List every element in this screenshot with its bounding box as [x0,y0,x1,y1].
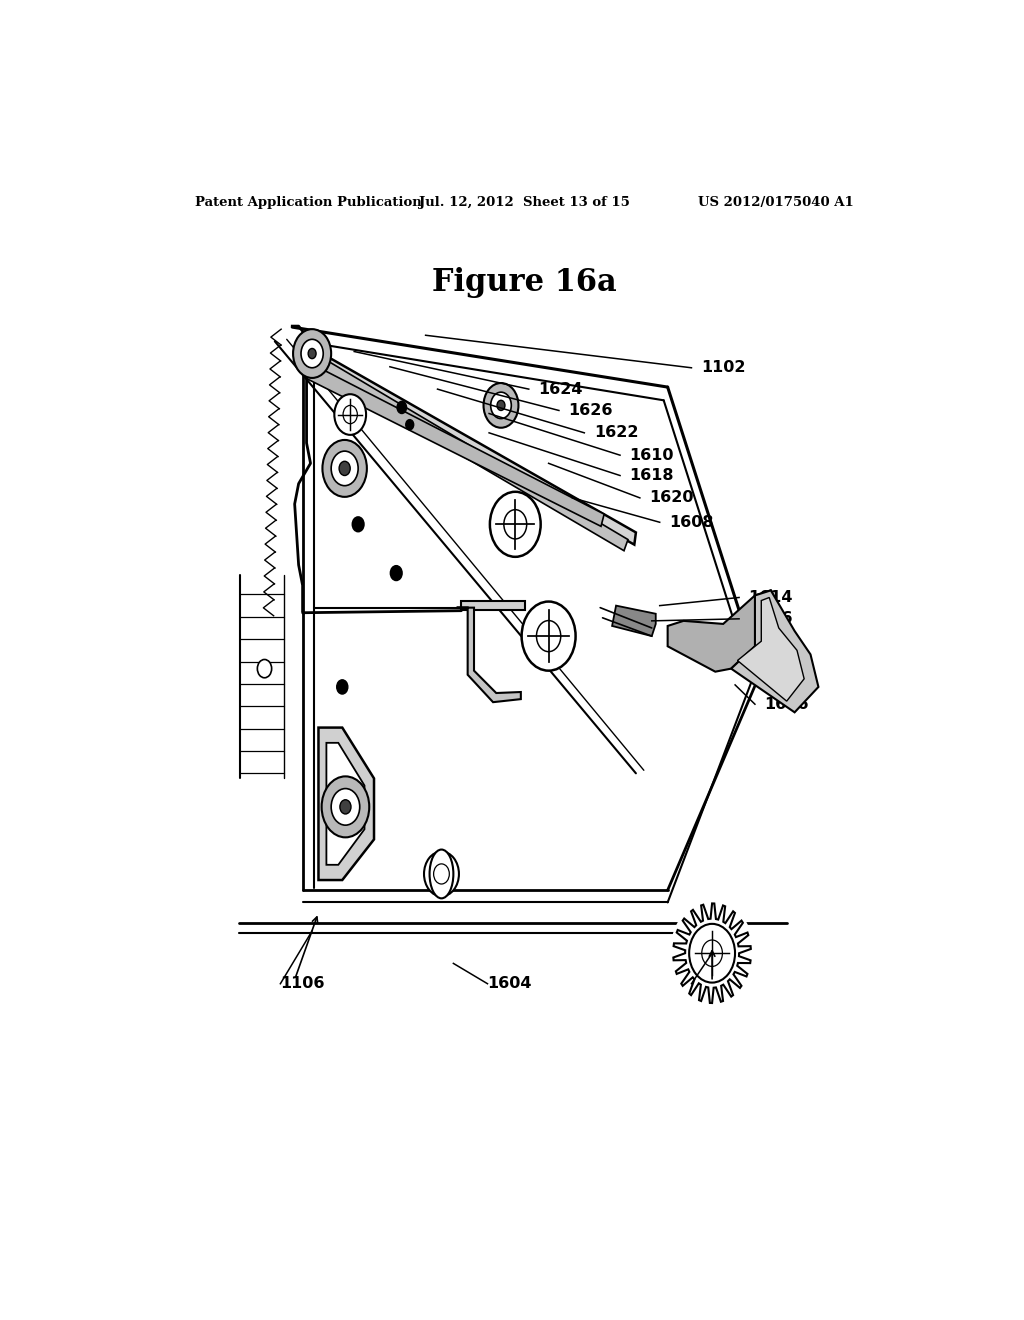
Text: Jul. 12, 2012  Sheet 13 of 15: Jul. 12, 2012 Sheet 13 of 15 [420,195,630,209]
Circle shape [670,899,754,1007]
Circle shape [301,339,324,368]
Circle shape [352,517,364,532]
Text: 1102: 1102 [701,360,745,375]
Circle shape [521,602,575,671]
Polygon shape [309,354,628,550]
Text: 1626: 1626 [568,403,613,418]
Polygon shape [457,607,521,702]
Circle shape [323,440,367,496]
Circle shape [689,924,735,982]
Circle shape [483,383,518,428]
Text: Patent Application Publication: Patent Application Publication [196,195,422,209]
Text: 1610: 1610 [630,447,674,463]
Circle shape [293,329,331,378]
Circle shape [340,800,351,814]
Polygon shape [731,590,818,713]
Ellipse shape [430,850,454,899]
Circle shape [406,420,414,430]
Polygon shape [737,598,804,701]
Circle shape [257,660,271,677]
Circle shape [331,451,358,486]
Polygon shape [668,590,778,672]
Polygon shape [307,364,604,527]
Circle shape [397,401,407,413]
Circle shape [339,461,350,475]
Polygon shape [461,601,524,610]
Text: 1618: 1618 [630,469,674,483]
Text: Figure 16a: Figure 16a [432,267,617,298]
Text: US 2012/0175040 A1: US 2012/0175040 A1 [698,195,854,209]
Text: 1614: 1614 [749,590,794,605]
Text: 1106: 1106 [281,977,325,991]
Text: 508: 508 [699,977,733,991]
Circle shape [334,395,367,434]
Text: 1624: 1624 [539,381,583,396]
Text: 1616: 1616 [749,611,794,626]
Text: 1604: 1604 [487,977,532,991]
Circle shape [424,851,459,896]
Polygon shape [674,903,751,1003]
Text: 1606: 1606 [765,697,809,711]
Text: 1608: 1608 [670,515,714,529]
Polygon shape [306,337,636,545]
Circle shape [308,348,316,359]
Text: 1620: 1620 [649,490,694,506]
Circle shape [490,392,511,418]
Polygon shape [612,606,655,636]
Circle shape [489,492,541,557]
Circle shape [331,788,359,825]
Polygon shape [327,743,365,865]
Circle shape [322,776,370,837]
Polygon shape [318,727,374,880]
Text: 1622: 1622 [594,425,638,441]
Circle shape [337,680,348,694]
Circle shape [497,400,505,411]
Circle shape [391,566,401,581]
